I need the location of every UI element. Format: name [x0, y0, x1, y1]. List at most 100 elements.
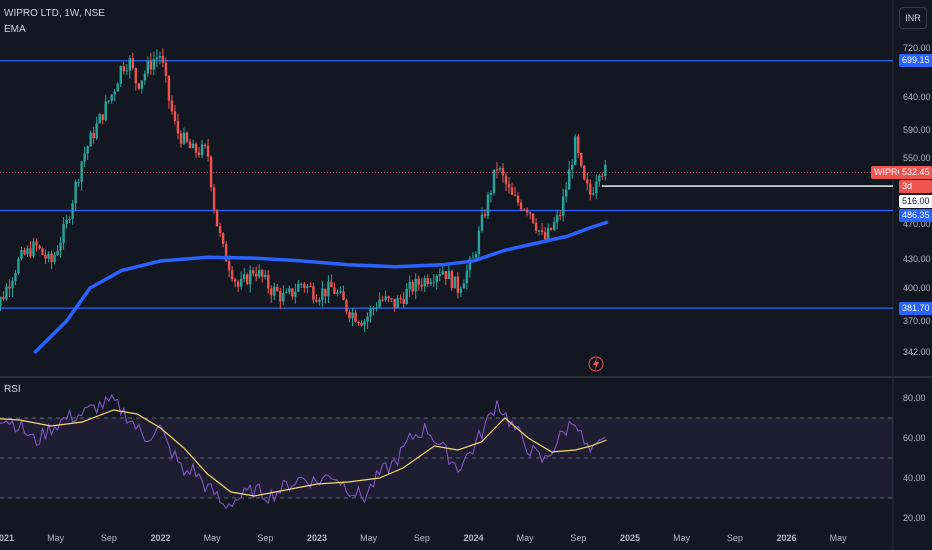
candle-body	[83, 153, 86, 162]
time-tick-label: May	[673, 533, 691, 543]
candle-body	[239, 278, 243, 287]
candle-body	[2, 297, 5, 300]
candle-body	[68, 218, 71, 221]
candle-body	[134, 67, 138, 84]
candle-body	[110, 94, 113, 101]
candle-body	[375, 307, 378, 309]
rsi-legend[interactable]: RSI	[4, 384, 21, 395]
candle-body	[158, 56, 162, 58]
candle-body	[149, 60, 153, 70]
candle-body	[405, 288, 408, 304]
candle-body	[182, 132, 186, 144]
candle-body	[113, 91, 116, 95]
time-tick-label: Sep	[414, 533, 430, 543]
candle-body	[101, 114, 104, 121]
candle-body	[300, 283, 303, 285]
candle-body	[152, 59, 156, 70]
symbol-legend[interactable]: WIPRO LTD, 1W, NSE	[4, 8, 105, 19]
candle-body	[348, 311, 351, 319]
rsi-series-rsi	[0, 393, 606, 510]
candle-body	[324, 288, 327, 297]
candle-body	[56, 250, 59, 256]
ema-legend[interactable]: EMA	[4, 24, 26, 35]
candle-body	[453, 276, 457, 289]
candle-body	[528, 212, 532, 214]
candle-body	[224, 244, 228, 262]
price-tick-label: 370.00	[903, 316, 931, 326]
candle-body	[580, 153, 583, 166]
candle-body	[164, 62, 168, 76]
candle-body	[595, 181, 598, 194]
tag-line-mid: 486.35	[899, 209, 932, 222]
candle-body	[507, 184, 511, 188]
candle-body	[450, 270, 454, 289]
candle-body	[98, 114, 101, 124]
candle-body	[568, 169, 571, 190]
candle-body	[483, 214, 487, 216]
candle-body	[53, 255, 56, 263]
time-tick-label: May	[204, 533, 222, 543]
candle-body	[598, 175, 601, 182]
candle-body	[592, 193, 595, 195]
candle-body	[577, 136, 580, 154]
time-tick-label: 2022	[150, 533, 170, 543]
price-tick-label: 342.00	[903, 347, 931, 357]
time-tick-label: Sep	[257, 533, 273, 543]
lightning-icon	[588, 356, 604, 372]
candle-body	[501, 168, 505, 176]
candle-body	[408, 281, 411, 289]
candle-body	[176, 120, 180, 134]
currency-button[interactable]: INR	[899, 7, 927, 29]
candle-body	[336, 292, 339, 294]
candle-body	[44, 254, 47, 259]
time-tick-label: May	[47, 533, 65, 543]
time-tick-label: May	[360, 533, 378, 543]
price-tick-label: 590.00	[903, 125, 931, 135]
candle-body	[5, 286, 8, 300]
candle-body	[330, 281, 333, 288]
candle-body	[236, 281, 240, 287]
candle-body	[432, 281, 435, 283]
candle-body	[561, 196, 565, 216]
candle-body	[41, 248, 44, 255]
candle-body	[206, 145, 210, 157]
candle-body	[128, 58, 132, 71]
candle-body	[366, 316, 369, 322]
time-tick-label: Sep	[727, 533, 743, 543]
price-tick-label: 720.00	[903, 43, 931, 53]
candle-body	[519, 202, 523, 210]
candle-body	[14, 273, 17, 281]
candle-body	[125, 70, 128, 72]
rsi-tick-label: 80.00	[903, 393, 926, 403]
candle-body	[212, 187, 216, 210]
candle-body	[161, 56, 165, 63]
rsi-series-rsi_ma	[0, 409, 607, 497]
candle-body	[245, 274, 249, 285]
candle-body	[546, 227, 550, 240]
candle-body	[531, 213, 535, 223]
candle-body	[342, 291, 345, 301]
candle-body	[261, 269, 264, 277]
tag-last-price: 532.45	[899, 166, 932, 179]
candle-body	[26, 248, 29, 255]
candle-body	[312, 286, 315, 300]
candle-body	[203, 144, 207, 146]
candle-body	[74, 181, 77, 204]
candle-body	[534, 222, 538, 231]
candle-body	[369, 308, 372, 317]
candle-body	[255, 273, 258, 277]
candle-body	[441, 271, 445, 275]
candle-body	[604, 164, 607, 177]
candle-body	[140, 80, 144, 89]
candle-body	[318, 299, 321, 302]
candle-body	[29, 248, 32, 257]
candle-body	[282, 292, 285, 302]
candle-body	[540, 230, 544, 233]
tag-line-low: 381.70	[899, 302, 932, 315]
candle-body	[351, 312, 354, 319]
candle-body	[402, 298, 405, 304]
price-tick-label: 470.00	[903, 219, 931, 229]
candle-body	[8, 286, 11, 289]
candle-body	[285, 292, 288, 294]
